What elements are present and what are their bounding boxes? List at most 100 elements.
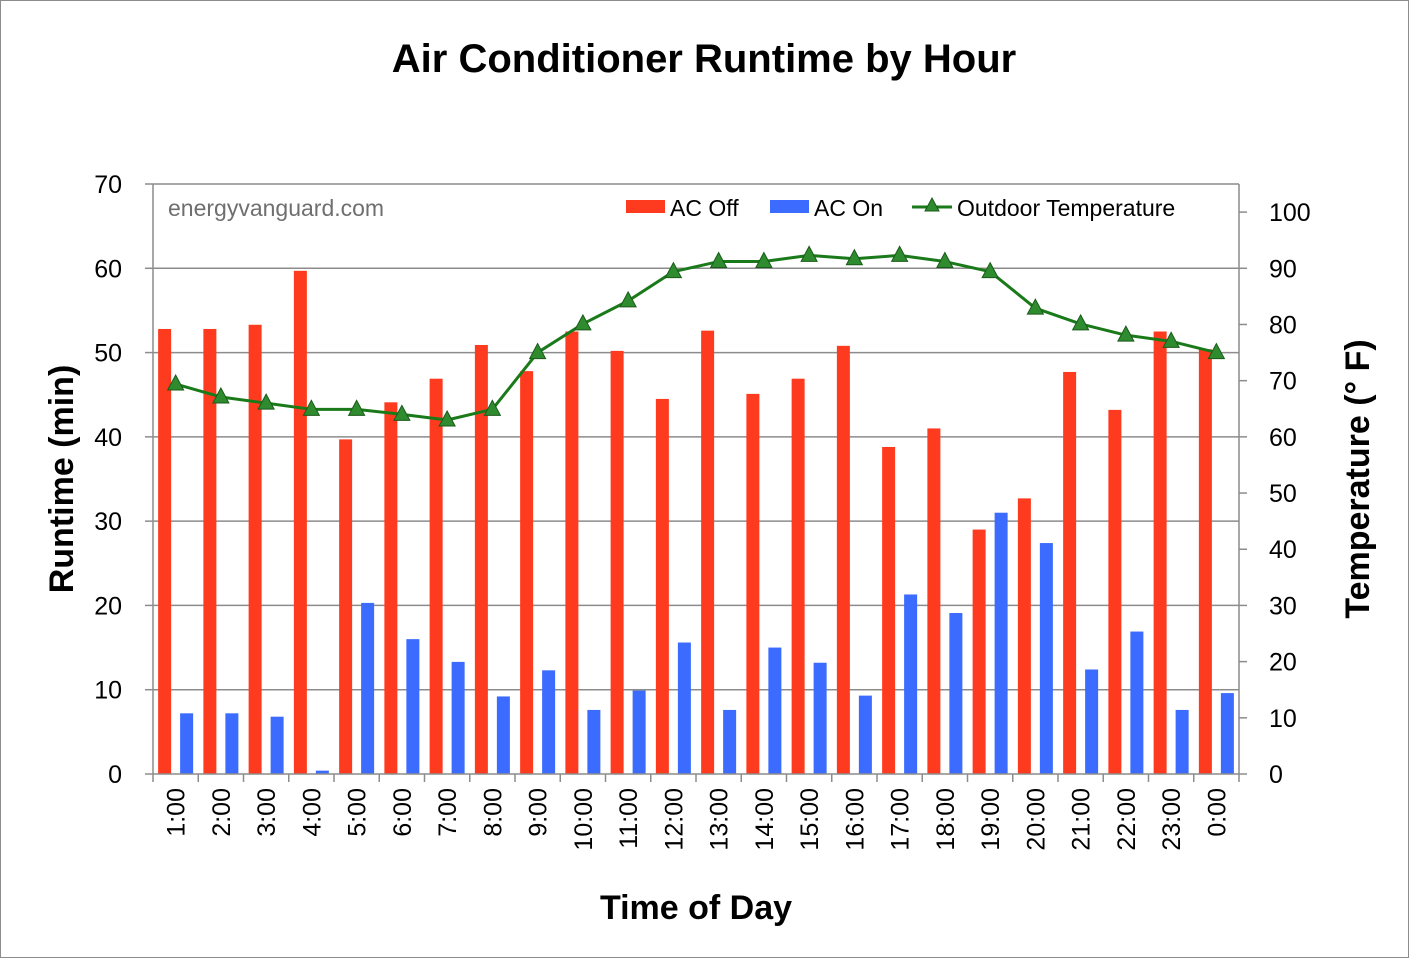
legend-swatch-ac-on (770, 200, 809, 213)
point-outdoor-temperature-0:00 (1207, 342, 1226, 360)
right-tick-label-0: 0 (1269, 761, 1283, 789)
point-outdoor-temperature-17:00 (890, 245, 909, 262)
x-tick-label-11:00: 11:00 (615, 788, 643, 849)
bar-ac-on-16:00 (858, 695, 872, 774)
point-outdoor-temperature-1:00 (166, 373, 185, 391)
right-tick-label-80: 80 (1269, 311, 1297, 339)
left-axis-ticks: 0 10 20 30 40 50 60 70 (94, 171, 122, 789)
bar-ac-on-11:00 (632, 690, 646, 774)
point-outdoor-temperature-23:00 (1162, 331, 1180, 348)
bar-ac-on-0:00 (1220, 693, 1234, 774)
point-outdoor-temperature-12:00 (664, 261, 683, 279)
gridlines (153, 183, 1239, 691)
left-tick-label-70: 70 (94, 171, 122, 199)
bar-ac-off-19:00 (972, 529, 986, 774)
left-tick-label-20: 20 (94, 592, 122, 620)
right-axis-ticks: 0 10 20 30 40 50 60 70 80 90 100 (1269, 199, 1311, 789)
x-tick-label-3:00: 3:00 (253, 788, 281, 837)
bar-ac-on-10:00 (587, 709, 601, 774)
bar-ac-on-21:00 (1085, 669, 1099, 774)
point-outdoor-temperature-7:00 (438, 409, 456, 427)
bar-ac-on-15:00 (813, 662, 827, 774)
bar-ac-off-9:00 (520, 371, 534, 774)
right-tick-label-100: 100 (1269, 199, 1311, 227)
bar-ac-off-8:00 (474, 344, 488, 774)
legend: AC Off AC On Outdoor Temperature (626, 195, 1175, 221)
bar-ac-off-5:00 (339, 439, 353, 774)
x-tick-label-10:00: 10:00 (570, 788, 598, 851)
bar-ac-on-1:00 (180, 713, 194, 774)
x-tick-label-2:00: 2:00 (208, 788, 236, 837)
right-tick-label-90: 90 (1269, 255, 1297, 283)
bar-ac-off-14:00 (746, 393, 760, 774)
bar-ac-on-22:00 (1130, 631, 1144, 774)
bar-ac-off-17:00 (882, 446, 896, 774)
right-tick-label-70: 70 (1269, 368, 1297, 396)
x-tick-label-21:00: 21:00 (1068, 788, 1096, 851)
right-tick-label-20: 20 (1269, 649, 1297, 677)
bar-ac-off-18:00 (927, 428, 941, 774)
x-tick-label-20:00: 20:00 (1022, 788, 1050, 851)
point-outdoor-temperature-9:00 (528, 342, 547, 360)
point-outdoor-temperature-21:00 (1071, 313, 1090, 331)
left-tick-label-0: 0 (108, 761, 122, 789)
x-tick-label-16:00: 16:00 (841, 788, 869, 851)
bar-ac-on-23:00 (1175, 709, 1189, 774)
bar-ac-on-18:00 (949, 613, 963, 774)
left-tick-label-10: 10 (94, 677, 122, 705)
legend-label-ac-off: AC Off (670, 195, 739, 221)
y2-axis-title: Temperature (° F) (1339, 339, 1377, 618)
point-outdoor-temperature-10:00 (574, 313, 592, 331)
legend-label-outdoor-temp: Outdoor Temperature (957, 195, 1175, 221)
right-tick-label-50: 50 (1269, 480, 1297, 508)
bar-ac-off-4:00 (293, 270, 307, 774)
bar-ac-off-3:00 (248, 324, 262, 774)
point-outdoor-temperature-5:00 (347, 399, 366, 416)
x-tick-label-9:00: 9:00 (525, 788, 553, 837)
bar-ac-off-23:00 (1153, 331, 1167, 774)
bar-ac-off-2:00 (203, 328, 217, 774)
x-tick-label-12:00: 12:00 (660, 788, 688, 851)
x-axis-ticks: 1:00 2:00 3:00 4:00 5:00 6:00 7:00 8:00 9:00 10:0… (163, 788, 1232, 851)
bar-ac-off-11:00 (610, 350, 624, 774)
legend-swatch-temp-marker (924, 196, 940, 212)
x-tick-label-15:00: 15:00 (796, 788, 824, 851)
bar-ac-on-5:00 (361, 602, 375, 774)
x-tick-label-8:00: 8:00 (479, 788, 507, 837)
bar-ac-off-0:00 (1198, 349, 1212, 774)
bar-ac-off-20:00 (1017, 498, 1031, 774)
x-tick-label-22:00: 22:00 (1113, 788, 1141, 851)
bar-ac-on-8:00 (496, 696, 510, 774)
left-tick-label-30: 30 (94, 508, 122, 536)
x-tick-label-1:00: 1:00 (163, 788, 191, 837)
x-tick-label-23:00: 23:00 (1158, 788, 1186, 851)
legend-swatch-ac-off (626, 200, 665, 213)
line-series (166, 245, 1226, 427)
point-outdoor-temperature-16:00 (845, 248, 864, 266)
bar-ac-off-13:00 (701, 330, 715, 774)
bar-series (158, 270, 1234, 774)
right-tick-label-30: 30 (1269, 592, 1297, 620)
x-tick-label-4:00: 4:00 (298, 788, 326, 837)
left-tick-label-50: 50 (94, 340, 122, 368)
point-outdoor-temperature-2:00 (212, 386, 230, 404)
x-tick-label-17:00: 17:00 (887, 788, 915, 851)
bar-ac-on-6:00 (406, 639, 420, 774)
point-outdoor-temperature-6:00 (393, 404, 411, 421)
bar-ac-off-10:00 (565, 331, 579, 774)
point-outdoor-temperature-18:00 (936, 251, 954, 269)
bar-ac-off-21:00 (1063, 371, 1077, 774)
point-outdoor-temperature-13:00 (709, 251, 728, 269)
left-tick-label-60: 60 (94, 255, 122, 283)
bar-ac-on-17:00 (904, 594, 918, 774)
x-axis-title: Time of Day (600, 889, 792, 927)
x-tick-label-7:00: 7:00 (434, 788, 462, 837)
legend-label-ac-on: AC On (814, 195, 883, 221)
bar-ac-off-16:00 (836, 345, 850, 774)
x-tick-label-19:00: 19:00 (977, 788, 1005, 851)
x-tick-label-6:00: 6:00 (389, 788, 417, 837)
point-outdoor-temperature-19:00 (981, 261, 999, 279)
bar-ac-on-2:00 (225, 713, 239, 774)
bar-ac-off-12:00 (655, 398, 669, 774)
